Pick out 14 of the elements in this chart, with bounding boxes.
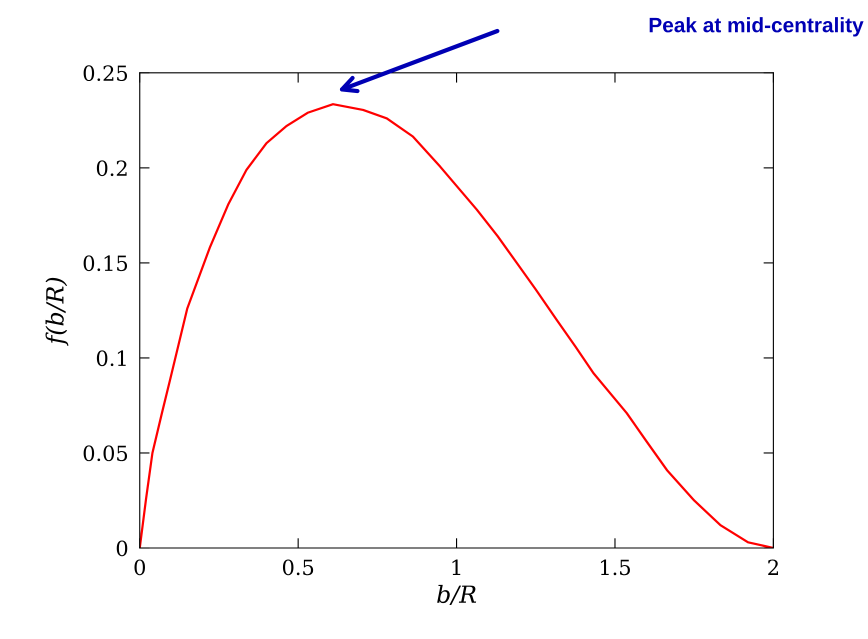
y-tick-label: 0.1 bbox=[96, 350, 126, 366]
x-axis-title: b/R bbox=[437, 584, 476, 605]
text: Peak at mid-centrality bbox=[650, 17, 864, 37]
x-tick-label: 2 bbox=[768, 559, 778, 575]
y-tick-label: 0.05 bbox=[84, 445, 128, 462]
y-tick-label: 0.25 bbox=[84, 65, 128, 82]
x-tick-label: 0 bbox=[134, 559, 145, 576]
y-tick-label: 0.15 bbox=[84, 255, 128, 272]
y-tick-label: 0 bbox=[116, 540, 128, 556]
x-tick-label: 0.5 bbox=[282, 559, 314, 576]
y-tick-label: 0.2 bbox=[96, 160, 127, 176]
y-axis-title: f(b/R) bbox=[46, 278, 68, 346]
x-tick-label: 1 bbox=[452, 559, 460, 575]
x-tick-label: 1.5 bbox=[600, 559, 630, 576]
